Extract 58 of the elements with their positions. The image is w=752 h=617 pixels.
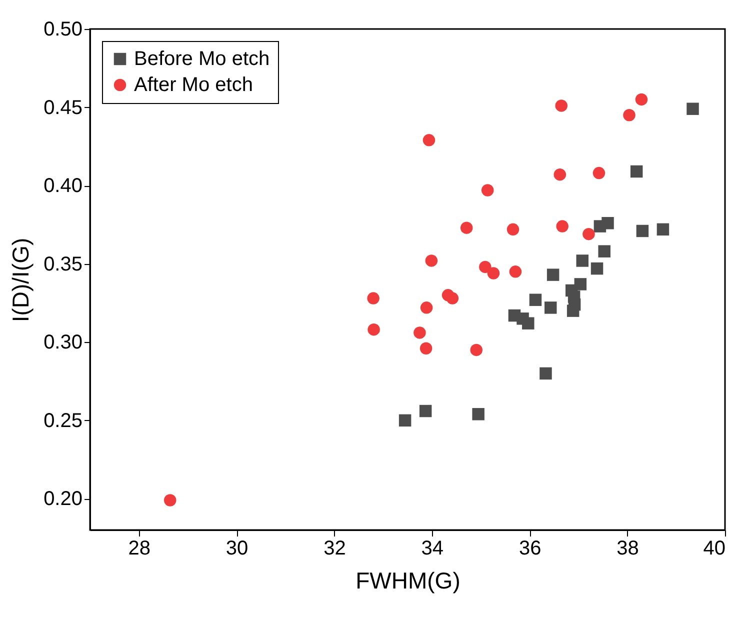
point (656, 223, 670, 236)
point (556, 220, 568, 232)
point (582, 228, 595, 240)
point (686, 102, 699, 115)
y-tick-label: 0.25 (44, 410, 82, 432)
point (576, 254, 588, 267)
point (481, 184, 494, 196)
point (425, 254, 438, 267)
point (368, 323, 380, 336)
y-tick-label: 0.30 (44, 332, 82, 354)
y-tick-label: 0.45 (44, 96, 82, 119)
point (506, 223, 520, 236)
x-tick-label: 38 (616, 538, 639, 560)
point (592, 166, 606, 180)
x-tick-label: 36 (518, 538, 542, 560)
x-tick-label: 34 (421, 538, 444, 560)
point (546, 268, 560, 281)
y-axis-title: I(D)/I(G) (8, 238, 34, 322)
y-tick-label: 0.20 (44, 488, 82, 510)
point (590, 262, 604, 275)
y-tick-label: 0.35 (44, 253, 82, 276)
point (422, 134, 436, 146)
point (554, 168, 566, 181)
point (630, 165, 643, 178)
point (509, 266, 522, 278)
point (470, 344, 482, 356)
point (446, 292, 459, 304)
y-tick-label: 0.50 (44, 18, 82, 40)
x-tick-label: 40 (703, 538, 726, 560)
x-tick-label: 28 (128, 538, 150, 560)
point (367, 292, 380, 304)
point (479, 260, 492, 274)
x-axis-title: FWHM(G) (356, 568, 460, 594)
point (522, 317, 534, 330)
point (636, 224, 649, 238)
point (460, 222, 473, 234)
y-tick-label: 0.40 (44, 175, 82, 198)
point (566, 304, 580, 317)
point (540, 367, 552, 380)
point (487, 267, 500, 280)
x-tick-label: 30 (226, 538, 248, 560)
point (164, 494, 176, 506)
point (602, 217, 614, 230)
point (420, 342, 432, 354)
point (555, 100, 568, 112)
point (544, 302, 557, 314)
point (529, 294, 542, 306)
point (414, 326, 426, 339)
point (420, 302, 433, 314)
point (472, 408, 484, 420)
point (623, 108, 636, 122)
point (635, 93, 648, 106)
x-tick-label: 32 (324, 538, 346, 560)
legend-label: After Mo etch (134, 74, 253, 96)
point (419, 404, 432, 418)
legend-label: Before Mo etch (134, 48, 270, 70)
point (598, 245, 610, 258)
point (398, 414, 412, 427)
